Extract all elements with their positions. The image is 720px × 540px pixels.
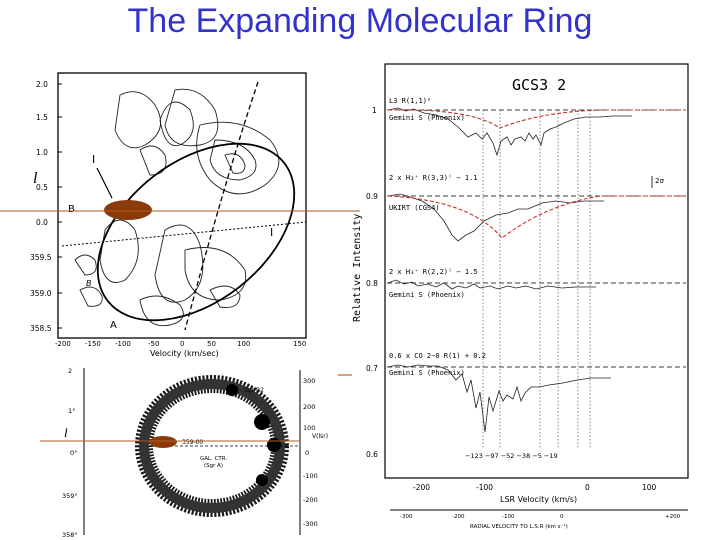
plot-header: GCS3 2 bbox=[512, 76, 566, 94]
left-tick: 0° bbox=[70, 449, 77, 457]
spectrum-traces bbox=[387, 107, 632, 433]
x-tick: -100 bbox=[476, 483, 493, 492]
x-tick: 100 bbox=[237, 340, 250, 348]
spectra-plot-right: GCS3 2 Relative Intensity 1 0.9 0.8 0.7 … bbox=[352, 63, 689, 530]
spectrum-instrument-label: UKIRT (CGS4) bbox=[389, 204, 440, 212]
marker-label: I bbox=[92, 153, 95, 166]
y-axis-label: l bbox=[64, 425, 68, 440]
ring-image-bottom-left: 2 1° 0° 359° 358° l 300 200 100 0 -100 -… bbox=[62, 367, 328, 539]
x-tick: -200 bbox=[413, 483, 430, 492]
x-tick: 150 bbox=[293, 340, 306, 348]
x-tick: 0 bbox=[180, 340, 184, 348]
y-tick: 0.6 bbox=[366, 450, 378, 459]
y-tick: 1 bbox=[372, 106, 377, 115]
y-tick: 0.5 bbox=[36, 183, 48, 192]
dashed-curve bbox=[184, 81, 259, 331]
y-axis-label: l bbox=[33, 170, 38, 187]
spectrum-instrument-label: Gemini S (Phoenix) bbox=[389, 114, 465, 122]
x-tick: -150 bbox=[85, 340, 101, 348]
right-tick: 300 bbox=[303, 377, 315, 385]
y-tick: 1.5 bbox=[36, 113, 48, 122]
x-tick: -50 bbox=[148, 340, 159, 348]
left-tick: 359° bbox=[62, 492, 78, 500]
secondary-x-tick: -300 bbox=[400, 514, 413, 520]
spectrum-line-label: 2 x H₃⁺ R(2,2)ˡ − 1.5 bbox=[389, 268, 478, 276]
spectrum-instrument-label: Gemini S (Phoenix) bbox=[389, 369, 465, 377]
left-tick: 1° bbox=[68, 407, 75, 415]
secondary-x-tick: -200 bbox=[452, 514, 465, 520]
y-tick: 0.0 bbox=[36, 218, 48, 227]
y-tick: 1.0 bbox=[36, 148, 48, 157]
secondary-x-tick: 0 bbox=[560, 514, 564, 520]
right-axis-label: V(lsr) bbox=[312, 433, 328, 440]
y-tick: 359.0 bbox=[30, 289, 52, 298]
y-tick: 0.7 bbox=[366, 364, 378, 373]
sigma-label: 2σ bbox=[655, 177, 664, 185]
ring-ellipse bbox=[96, 142, 296, 322]
marker-label: A bbox=[110, 320, 117, 331]
x-axis-label: Velocity (km/sec) bbox=[150, 349, 219, 358]
y-tick: 359.5 bbox=[30, 253, 52, 262]
x-axis-label: LSR Velocity (km/s) bbox=[500, 495, 577, 504]
spectrum-line-label: 2 x H₃⁺ R(3,3)ˡ − 1.1 bbox=[389, 174, 478, 182]
secondary-x-label: RADIAL VELOCITY TO L.S.R (km s⁻¹) bbox=[470, 523, 568, 530]
marker-label: I bbox=[270, 226, 273, 239]
source-label: 359-00 bbox=[182, 439, 203, 446]
spectrum-line-label: 0.6 x CO 2−0 R(1) + 0.2 bbox=[389, 352, 486, 360]
source-blob bbox=[149, 436, 177, 448]
right-tick: -300 bbox=[303, 520, 318, 528]
right-tick: 200 bbox=[303, 403, 315, 411]
right-tick: 0 bbox=[305, 449, 309, 457]
sgr-b2-label: Sgr B2 bbox=[244, 387, 264, 394]
secondary-x-tick: -100 bbox=[502, 514, 515, 520]
fit-curves bbox=[387, 109, 686, 239]
y-tick: 0.9 bbox=[366, 192, 378, 201]
page-title: The Expanding Molecular Ring bbox=[127, 2, 593, 40]
contour-plot-top-left: 2.0 1.5 1.0 0.5 0.0 359.5 359.0 358.5 l … bbox=[30, 72, 307, 358]
y-tick: 358.5 bbox=[30, 324, 52, 333]
velocity-marks: −123 −97 −52 −38 −5 −19 bbox=[465, 452, 558, 460]
spectrum-line-label: L3 R(1,1)ᵁ bbox=[389, 97, 431, 105]
y-tick: 2.0 bbox=[36, 80, 48, 89]
right-tick: 100 bbox=[303, 424, 315, 432]
x-tick: -200 bbox=[55, 340, 71, 348]
left-tick: 2 bbox=[68, 367, 72, 375]
x-tick: 100 bbox=[642, 483, 657, 492]
spectrum-instrument-label: Gemini S (Phoenix) bbox=[389, 291, 465, 299]
right-tick: -100 bbox=[303, 472, 318, 480]
gal-ctr-label: GAL. CTR. bbox=[200, 456, 227, 462]
x-tick: -100 bbox=[115, 340, 131, 348]
x-tick: 50 bbox=[207, 340, 216, 348]
y-tick: 0.8 bbox=[366, 279, 378, 288]
source-blob bbox=[104, 200, 152, 220]
y-axis-label: Relative Intensity bbox=[352, 214, 363, 322]
marker-label: B bbox=[86, 279, 92, 288]
marker-label: B bbox=[68, 204, 75, 215]
x-tick: 0 bbox=[585, 483, 590, 492]
left-tick: 358° bbox=[62, 531, 78, 539]
secondary-x-tick: +200 bbox=[665, 514, 681, 520]
gal-ctr-sub-label: (Sgr A) bbox=[204, 463, 223, 469]
dotted-plane bbox=[61, 221, 307, 247]
right-tick: -200 bbox=[303, 496, 318, 504]
